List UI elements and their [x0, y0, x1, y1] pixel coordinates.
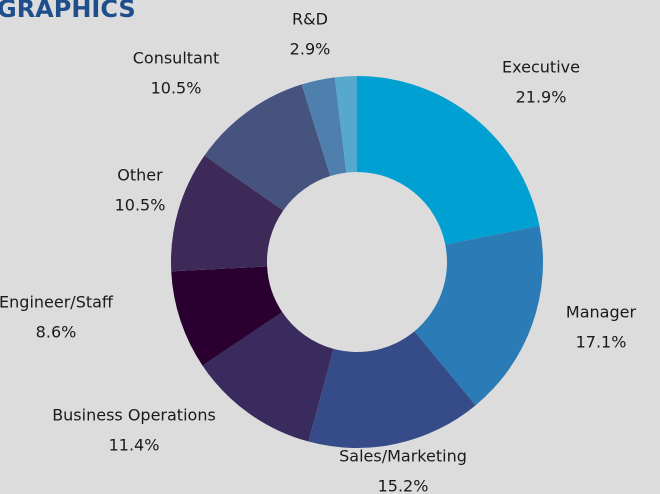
donut-slice: [334, 76, 357, 173]
slice-label: R&D: [292, 10, 328, 29]
slice-value-label: 10.5%: [151, 79, 202, 98]
donut-slice: [202, 312, 334, 442]
slice-value-label: 11.4%: [109, 436, 160, 455]
slice-label: Engineer/Staff: [0, 293, 114, 312]
donut-slice: [357, 76, 540, 245]
donut-slice: [171, 266, 283, 366]
slice-label: Manager: [566, 303, 637, 322]
slice-value-label: 15.2%: [378, 477, 429, 494]
slice-label: Business Operations: [52, 406, 216, 425]
slice-label: Executive: [502, 58, 580, 77]
chart-title: GRAPHICS: [0, 0, 136, 23]
slice-value-label: 21.9%: [516, 88, 567, 107]
slice-label: Sales/Marketing: [339, 447, 467, 466]
slice-label: Other: [117, 166, 163, 185]
slice-value-label: 17.1%: [576, 333, 627, 352]
donut-slice: [308, 331, 476, 448]
donut-slice: [414, 225, 543, 406]
donut-slice: [301, 77, 347, 177]
slice-value-label: 2.9%: [290, 40, 331, 59]
slice-value-label: 8.6%: [36, 323, 77, 342]
slice-label: Consultant: [133, 49, 220, 68]
donut-slice: [204, 84, 331, 211]
donut-slice: [171, 155, 284, 272]
slice-value-label: 10.5%: [115, 196, 166, 215]
